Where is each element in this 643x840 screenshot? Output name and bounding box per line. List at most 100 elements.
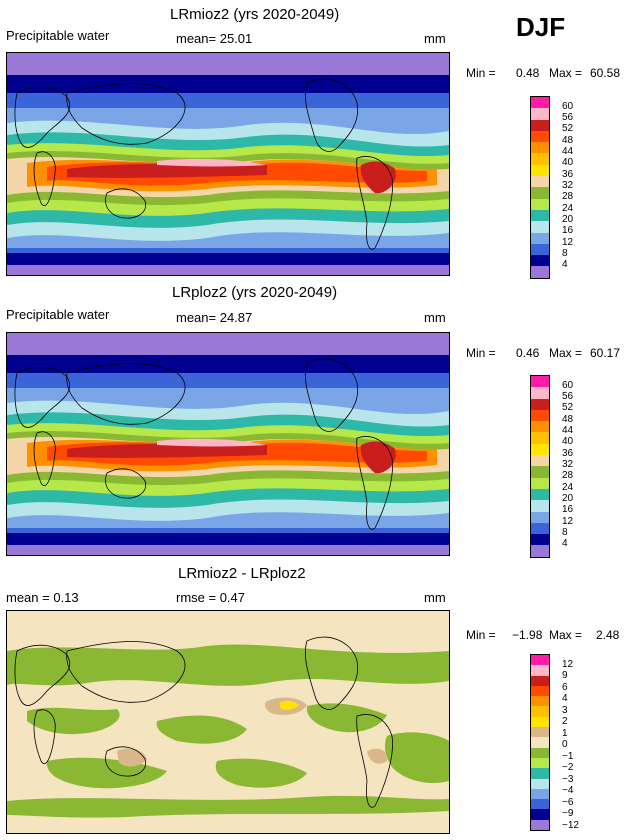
colorbar-swatch xyxy=(531,799,549,810)
colorbar-swatch xyxy=(531,398,549,410)
panel3-max-value: 2.48 xyxy=(596,628,620,642)
panel3-scale-label: −1 xyxy=(562,751,574,762)
colorbar-swatch xyxy=(531,545,549,557)
colorbar-swatch xyxy=(531,255,549,267)
panel2-scale-label: 12 xyxy=(562,516,574,527)
colorbar-swatch xyxy=(531,768,549,779)
colorbar-swatch xyxy=(531,421,549,433)
panel2-scale-label: 44 xyxy=(562,425,574,436)
colorbar-swatch xyxy=(531,187,549,199)
panel2-scale-label: 16 xyxy=(562,504,574,515)
panel2-scale-label: 4 xyxy=(562,538,568,549)
colorbar-swatch xyxy=(531,778,549,789)
panel3-unit: mm xyxy=(424,590,446,605)
panel3-title: LRmioz2 - LRploz2 xyxy=(178,565,306,582)
panel3-max-label: Max = xyxy=(549,628,583,642)
colorbar-swatch xyxy=(531,198,549,210)
panel1-unit: mm xyxy=(424,31,446,46)
panel3-scale-label: 1 xyxy=(562,728,568,739)
panel2-scale-label: 32 xyxy=(562,459,574,470)
panel2-title: LRploz2 (yrs 2020-2049) xyxy=(172,284,338,301)
panel1-max-label: Max = xyxy=(549,66,583,80)
colorbar-swatch xyxy=(531,819,549,831)
panel3-scale-label: 4 xyxy=(562,693,568,704)
panel3-scale-label: −2 xyxy=(562,762,574,773)
panel2-scale-label: 52 xyxy=(562,402,574,413)
colorbar-swatch xyxy=(531,500,549,512)
panel2-scale-label: 8 xyxy=(562,527,568,538)
colorbar-swatch xyxy=(531,209,549,222)
colorbar-swatch xyxy=(531,432,549,444)
colorbar-swatch xyxy=(531,757,549,769)
panel3-mean: mean = 0.13 xyxy=(6,590,79,605)
colorbar-swatch xyxy=(531,477,549,489)
panel2-min-value: 0.46 xyxy=(516,346,540,360)
panel2-max-value: 60.17 xyxy=(590,346,621,360)
season-title: DJF xyxy=(516,12,566,42)
colorbar-swatch xyxy=(531,130,549,143)
colorbar-swatch xyxy=(531,97,549,109)
colorbar-swatch xyxy=(531,522,549,535)
panel1-scale-label: 40 xyxy=(562,157,574,168)
panel3-scale-label: 9 xyxy=(562,670,568,681)
colorbar-swatch xyxy=(531,243,549,256)
panel3-min-label: Min = xyxy=(466,628,496,642)
panel2-scale-label: 40 xyxy=(562,436,574,447)
panel3-colorbar xyxy=(530,654,550,832)
colorbar-swatch xyxy=(531,727,549,738)
panel1-max-value: 60.58 xyxy=(590,66,621,80)
colorbar-swatch xyxy=(531,455,549,467)
panel3-scale-label: −3 xyxy=(562,774,574,785)
panel3-scale-label: 0 xyxy=(562,739,568,750)
colorbar-swatch xyxy=(531,655,549,666)
panel1-title: LRmioz2 (yrs 2020-2049) xyxy=(170,6,340,23)
panel2-max-label: Max = xyxy=(549,346,583,360)
panel1-min-value: 0.48 xyxy=(516,66,540,80)
panel3-scale-label: −6 xyxy=(562,797,574,808)
panel1-scale-label: 32 xyxy=(562,180,574,191)
panel1-scale-label: 16 xyxy=(562,225,574,236)
panel2-colorbar xyxy=(530,375,550,558)
colorbar-swatch xyxy=(531,108,549,120)
panel3-scale-label: 6 xyxy=(562,682,568,693)
colorbar-swatch xyxy=(531,665,549,676)
colorbar-swatch xyxy=(531,266,549,278)
colorbar-swatch xyxy=(531,696,549,707)
panel3-rmse: rmse = 0.47 xyxy=(176,590,246,605)
colorbar-swatch xyxy=(531,466,549,478)
panel1-colorbar xyxy=(530,96,550,279)
panel1-scale-label: 24 xyxy=(562,203,574,214)
colorbar-swatch xyxy=(531,809,549,820)
colorbar-swatch xyxy=(531,534,549,546)
panel2-scale-label: 24 xyxy=(562,482,574,493)
panel1-scale-label: 4 xyxy=(562,259,568,270)
panel2-min-label: Min = xyxy=(466,346,496,360)
colorbar-swatch xyxy=(531,675,549,686)
panel1-scale-label: 12 xyxy=(562,237,574,248)
panel3-scale-label: −4 xyxy=(562,785,574,796)
panel2-scale-label: 48 xyxy=(562,414,574,425)
colorbar-swatch xyxy=(531,221,549,233)
panel1-scale-label: 52 xyxy=(562,123,574,134)
panel2-scale-label: 28 xyxy=(562,470,574,481)
colorbar-swatch xyxy=(531,164,549,177)
colorbar-swatch xyxy=(531,142,549,154)
colorbar-swatch xyxy=(531,511,549,523)
colorbar-swatch xyxy=(531,232,549,244)
colorbar-swatch xyxy=(531,685,549,697)
colorbar-swatch xyxy=(531,716,549,728)
panel1-scale-label: 60 xyxy=(562,101,574,112)
panel2-variable-label: Precipitable water xyxy=(6,307,110,322)
colorbar-swatch xyxy=(531,788,549,800)
panel3-scale-label: 3 xyxy=(562,705,568,716)
panel1-scale-label: 8 xyxy=(562,248,568,259)
panel2-scale-label: 20 xyxy=(562,493,574,504)
panel2-unit: mm xyxy=(424,310,446,325)
panel3-scale-label: 12 xyxy=(562,659,574,670)
colorbar-swatch xyxy=(531,153,549,165)
colorbar-swatch xyxy=(531,376,549,388)
panel2-mean: mean= 24.87 xyxy=(176,310,253,325)
panel2-map xyxy=(6,332,450,556)
panel1-scale-label: 44 xyxy=(562,146,574,157)
panel1-scale-label: 28 xyxy=(562,191,574,202)
